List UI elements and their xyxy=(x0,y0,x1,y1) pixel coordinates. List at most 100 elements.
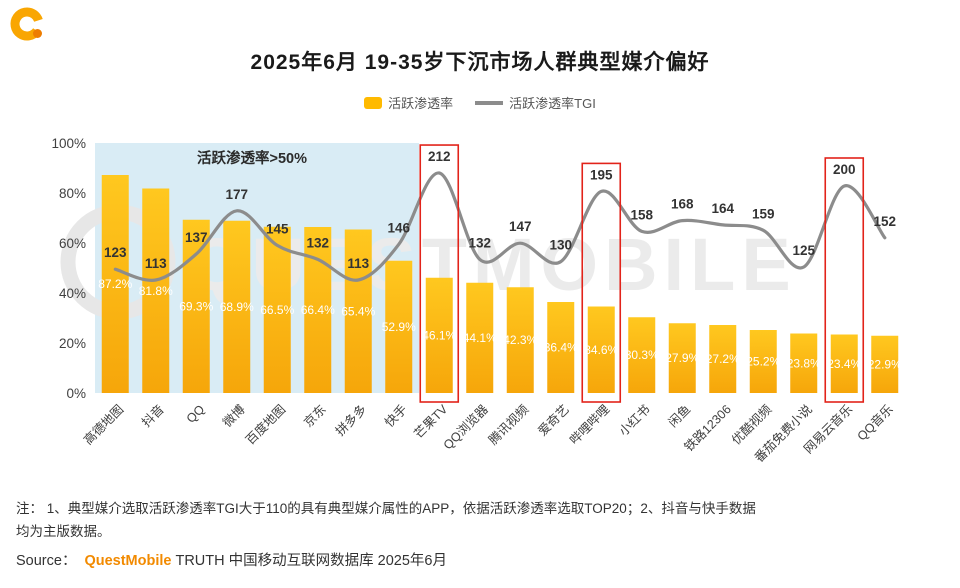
line-swatch xyxy=(475,100,504,105)
tgi-value-label: 123 xyxy=(104,245,127,260)
bar-swatch xyxy=(364,96,383,109)
bar xyxy=(385,260,413,393)
bar xyxy=(547,302,575,393)
y-axis-tick-label: 40% xyxy=(59,286,86,301)
highlight-box xyxy=(581,162,622,403)
tgi-value-label: 132 xyxy=(468,235,491,250)
category-label: QQ音乐 xyxy=(854,402,896,444)
bar-value-label: 65.4% xyxy=(341,304,375,318)
bar-value-label: 52.9% xyxy=(382,320,416,334)
bar-value-label: 42.3% xyxy=(503,333,537,347)
bar-value-label: 23.8% xyxy=(787,356,821,370)
bar-value-label: 81.8% xyxy=(139,284,173,298)
bar xyxy=(709,325,737,393)
category-label: 微博 xyxy=(220,401,249,430)
logo-dot xyxy=(33,29,42,38)
y-axis-tick-label: 0% xyxy=(66,386,86,401)
bar xyxy=(628,317,656,393)
legend-item-line: 活跃渗透率TGI xyxy=(475,93,596,112)
bar xyxy=(344,229,372,393)
category-label: 高德地图 xyxy=(80,402,126,448)
tgi-value-label: 146 xyxy=(387,220,410,235)
legend-label-line: 活跃渗透率TGI xyxy=(509,96,596,111)
chart-title: 2025年6月 19-35岁下沉市场人群典型媒介偏好 xyxy=(250,51,710,74)
legend-item-bar: 活跃渗透率 xyxy=(364,93,453,112)
bar xyxy=(506,287,534,393)
footnote: 注： 1、典型媒介选取活跃渗透率TGI大于110的具有典型媒介属性的APP，依据… xyxy=(16,497,756,543)
category-label: 抖音 xyxy=(139,402,167,430)
bar-value-label: 36.4% xyxy=(544,341,578,355)
y-axis-tick-label: 20% xyxy=(59,336,86,351)
bar-value-label: 66.5% xyxy=(260,303,294,317)
questmobile-logo-icon xyxy=(10,7,44,41)
category-label: 拼多多 xyxy=(333,402,369,438)
bar-value-label: 25.2% xyxy=(746,355,780,369)
tgi-value-label: 152 xyxy=(873,214,896,229)
highlight-box xyxy=(824,157,865,403)
bar xyxy=(142,188,170,393)
category-label: 爱奇艺 xyxy=(535,402,571,438)
source-suffix: TRUTH 中国移动互联网数据库 2025年6月 xyxy=(175,553,447,569)
tgi-line xyxy=(113,171,887,282)
tgi-value-label: 147 xyxy=(509,219,532,234)
tgi-value-label: 200 xyxy=(833,162,856,177)
tgi-value-label: 168 xyxy=(671,197,694,212)
bar-value-label: 68.9% xyxy=(220,300,254,314)
footnote-line-1: 注： 1、典型媒介选取活跃渗透率TGI大于110的具有典型媒介属性的APP，依据… xyxy=(16,501,756,516)
bar xyxy=(425,277,453,393)
source-prefix: Source： xyxy=(16,553,77,569)
bar-value-label: 22.9% xyxy=(868,357,902,371)
tgi-value-label: 125 xyxy=(792,243,815,258)
bar xyxy=(466,282,494,393)
bar-value-label: 69.3% xyxy=(179,299,213,313)
legend-label-bar: 活跃渗透率 xyxy=(388,96,454,111)
category-label: 腾讯视频 xyxy=(485,401,531,447)
highlight-region-label: 活跃渗透率>50% xyxy=(197,149,307,167)
bar-value-label: 44.1% xyxy=(463,331,497,345)
legend: 活跃渗透率 活跃渗透率TGI xyxy=(0,93,960,112)
tgi-value-label: 158 xyxy=(630,207,653,222)
y-axis-tick-label: 100% xyxy=(51,136,86,151)
bar-value-label: 27.2% xyxy=(706,352,740,366)
tgi-value-label: 212 xyxy=(428,149,451,164)
source-line: Source： QuestMobile TRUTH 中国移动互联网数据库 2025年… xyxy=(16,549,447,570)
bar-value-label: 34.6% xyxy=(584,343,618,357)
category-label: 芒果TV xyxy=(411,401,451,441)
category-label: QQ浏览器 xyxy=(440,401,491,452)
bar xyxy=(263,226,291,393)
bar-value-label: 66.4% xyxy=(301,303,335,317)
bar-value-label: 27.9% xyxy=(665,351,699,365)
tgi-value-label: 177 xyxy=(225,187,248,202)
bar xyxy=(871,335,899,393)
tgi-value-label: 113 xyxy=(347,256,369,271)
questmobile-logo xyxy=(8,6,46,44)
tgi-value-label: 195 xyxy=(590,167,613,182)
y-axis-tick-label: 80% xyxy=(59,186,86,201)
bar xyxy=(830,334,858,393)
bar-value-label: 23.4% xyxy=(827,357,861,371)
tgi-value-label: 137 xyxy=(185,230,208,245)
tgi-value-label: 113 xyxy=(145,256,167,271)
bar-value-label: 46.1% xyxy=(422,328,456,342)
category-label: 小红书 xyxy=(616,402,653,439)
category-label: 闲鱼 xyxy=(666,402,694,430)
category-label: 快手 xyxy=(382,402,410,430)
tgi-value-label: 164 xyxy=(711,201,734,216)
bar xyxy=(223,220,251,393)
bar xyxy=(749,330,777,393)
bar xyxy=(668,323,696,393)
footnote-line-2: 均为主版数据。 xyxy=(16,524,111,539)
bar xyxy=(182,219,210,393)
tgi-value-label: 130 xyxy=(549,238,572,253)
bar-value-label: 30.3% xyxy=(625,348,659,362)
tgi-value-label: 132 xyxy=(306,235,329,250)
category-label: QQ xyxy=(184,402,208,426)
bar xyxy=(587,306,615,393)
bar xyxy=(101,175,129,393)
bar xyxy=(790,333,818,393)
bar-value-label: 87.2% xyxy=(98,277,132,291)
highlight-box xyxy=(419,144,460,403)
tgi-value-label: 145 xyxy=(266,221,289,236)
category-label: 京东 xyxy=(301,402,329,430)
